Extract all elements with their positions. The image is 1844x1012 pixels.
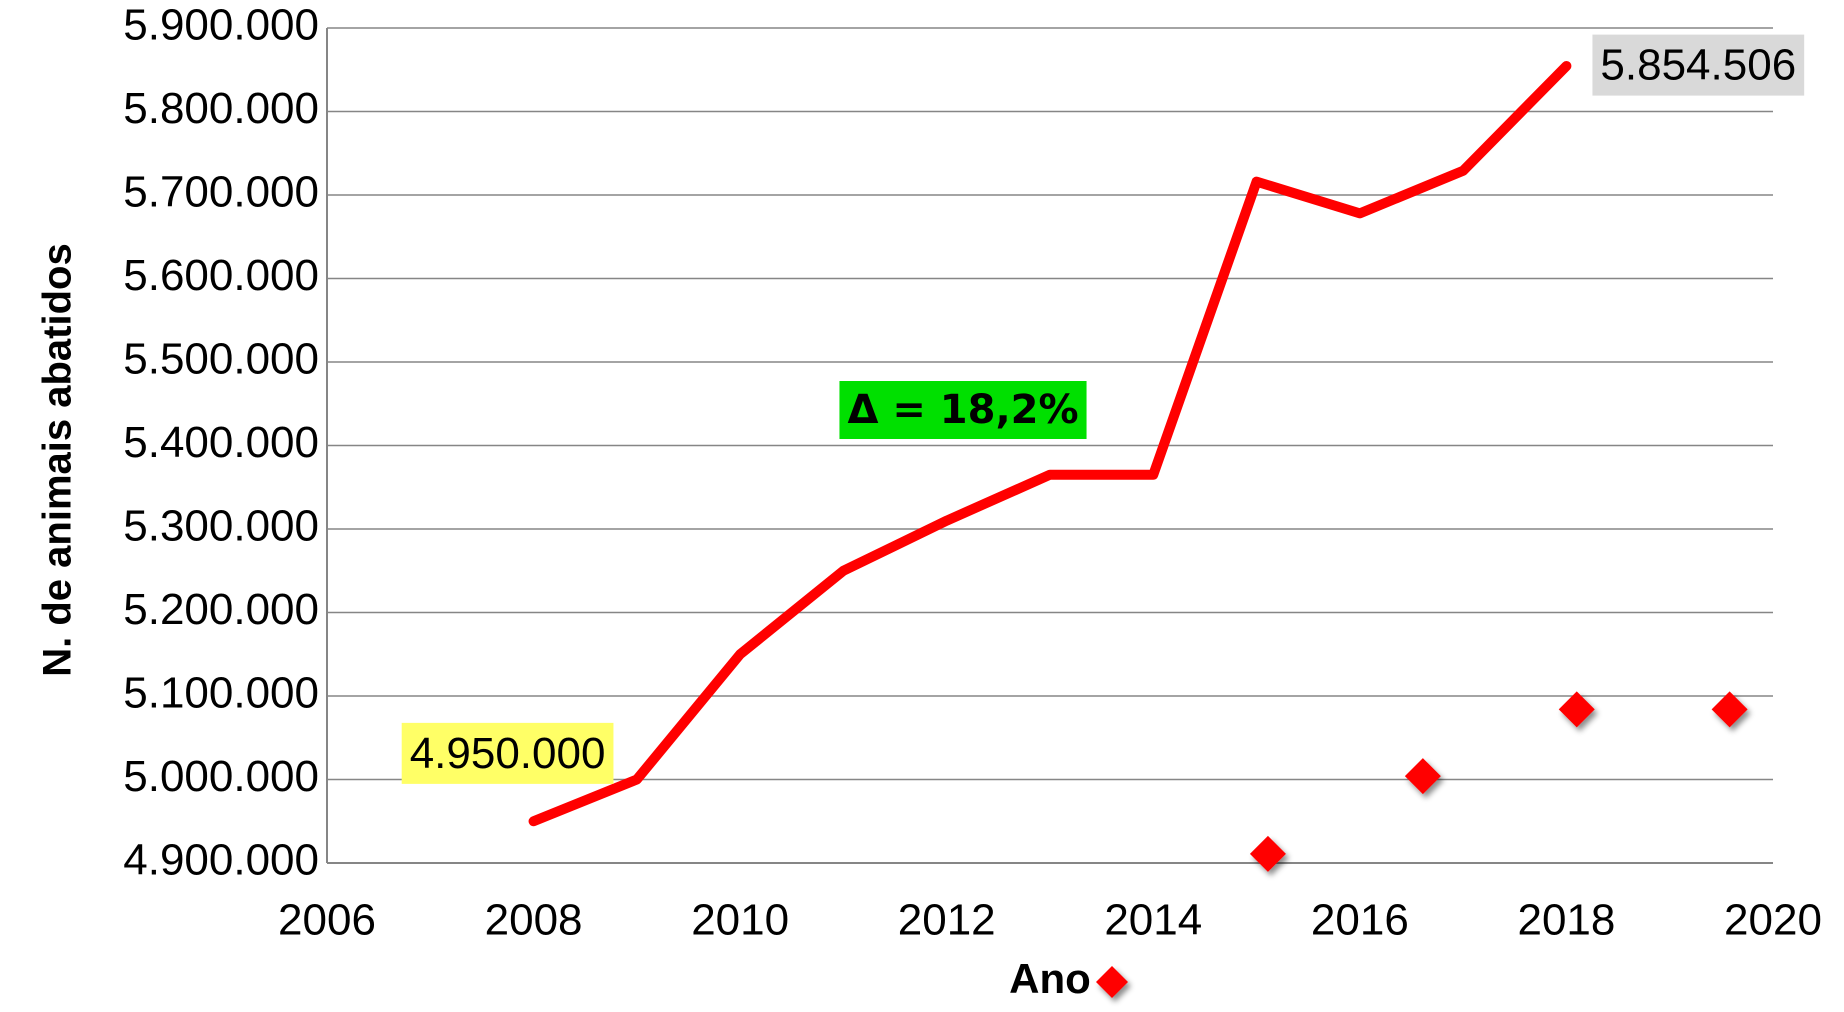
y-tick-label: 5.200.000 (123, 585, 319, 634)
data-label: 5.854.506 (1600, 41, 1796, 90)
y-tick-label: 5.400.000 (123, 418, 319, 467)
data-label-box (401, 722, 614, 784)
data-label: 4.950.000 (410, 729, 606, 778)
y-axis-title: N. de animais abatidos (36, 243, 80, 676)
legend-marker (1096, 966, 1128, 998)
annotation: Δ = 18,2% (847, 387, 1078, 433)
x-tick-label: 2020 (1724, 896, 1822, 945)
x-tick-label: 2012 (898, 896, 996, 945)
x-tick-label: 2016 (1311, 896, 1409, 945)
y-tick-label: 5.700.000 (123, 168, 319, 217)
y-tick-label: 5.500.000 (123, 335, 319, 384)
x-tick-label: 2010 (691, 896, 789, 945)
line (528, 60, 1572, 827)
annotation-box (839, 381, 1087, 439)
x-tick-label: 2014 (1104, 896, 1202, 945)
y-tick-label: 5.900.000 (123, 1, 319, 50)
scatter-point (1558, 691, 1595, 728)
x-tick-label: 2008 (485, 896, 583, 945)
x-tick-label: 2018 (1517, 896, 1615, 945)
x-axis-title: Ano (1009, 955, 1091, 1002)
y-tick-label: 5.000.000 (123, 752, 319, 801)
scatter-point (1404, 758, 1441, 795)
y-tick-label: 5.300.000 (123, 502, 319, 551)
scatter-point (1711, 691, 1748, 728)
y-tick-label: 5.800.000 (123, 84, 319, 133)
x-tick-label: 2006 (278, 896, 376, 945)
data-label-box (1592, 34, 1805, 96)
scatter-point (1249, 835, 1286, 872)
y-tick-label: 5.100.000 (123, 669, 319, 718)
y-tick-label: 4.900.000 (123, 836, 319, 885)
y-tick-label: 5.600.000 (123, 251, 319, 300)
